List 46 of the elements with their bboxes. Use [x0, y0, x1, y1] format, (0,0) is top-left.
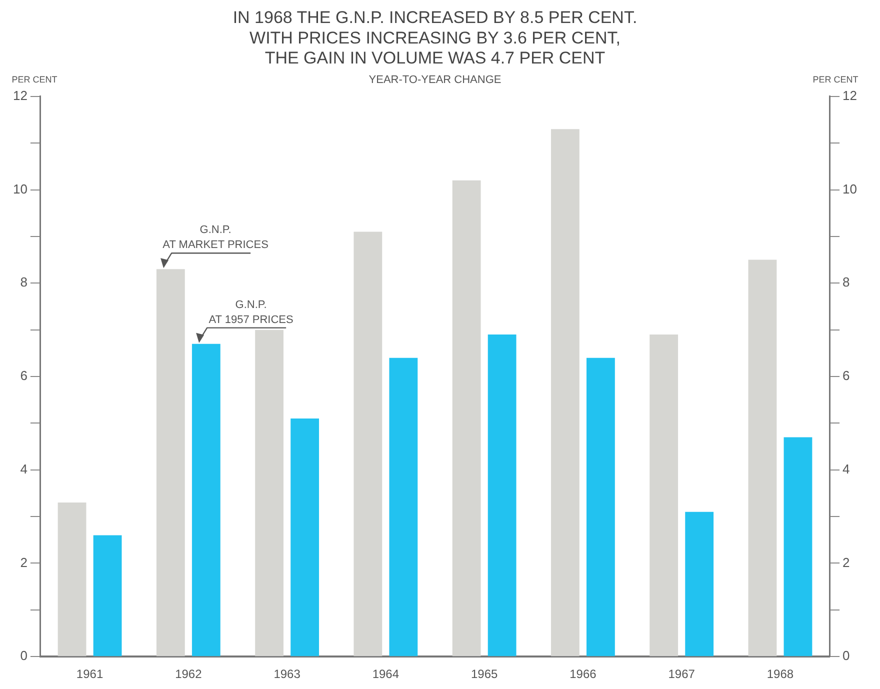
bar	[354, 232, 382, 656]
y2-tick-label: 8	[842, 274, 850, 290]
x-tick-label: 1966	[570, 667, 597, 682]
text: THE GAIN IN VOLUME WAS 4.7 PER CENT	[264, 48, 606, 68]
y-tick-label: 2	[20, 554, 28, 570]
x-tick-label: 1965	[470, 667, 498, 682]
x-tick-label: 1967	[668, 667, 696, 682]
y-tick-label: 6	[20, 368, 28, 384]
bar	[255, 330, 284, 656]
y-axis-title: PER CENT	[12, 74, 58, 84]
y-tick-label: 4	[20, 461, 28, 476]
x-tick-label: 1961	[76, 667, 104, 682]
bar	[586, 358, 615, 656]
bar	[550, 129, 580, 656]
bar	[488, 334, 516, 656]
y2-tick-label: 12	[842, 88, 858, 103]
x-tick-label: 1964	[372, 667, 400, 682]
bar	[650, 334, 678, 656]
bar	[685, 512, 714, 656]
text: WITH PRICES INCREASING BY 3.6 PER CENT,	[250, 28, 620, 48]
annotation: G.N.P. AT MARKET PRICES	[162, 224, 268, 252]
bar	[452, 180, 481, 656]
bar	[784, 437, 812, 656]
y-tick-label: 12	[12, 88, 28, 103]
y2-axis-title: PER CENT	[812, 74, 859, 84]
bar	[290, 418, 320, 656]
y-tick-label: 10	[12, 181, 28, 196]
annotation: G.N.P. AT 1957 PRICES	[208, 298, 294, 326]
bar	[58, 502, 86, 656]
x-tick-label: 1968	[766, 667, 794, 682]
y2-tick-label: 4	[842, 461, 850, 476]
y-tick-label: 8	[20, 274, 28, 290]
bar	[389, 358, 418, 656]
y2-tick-label: 6	[842, 368, 850, 384]
chart-subtitle: YEAR-TO-YEAR CHANGE	[368, 74, 502, 86]
bar	[192, 344, 220, 656]
y-tick-label: 0	[20, 648, 28, 664]
bar	[156, 269, 185, 656]
y2-tick-label: 2	[842, 554, 850, 570]
x-tick-label: 1963	[274, 667, 301, 682]
y2-tick-label: 0	[842, 648, 850, 664]
y2-tick-label: 10	[842, 181, 858, 196]
bar	[93, 535, 122, 656]
x-tick-label: 1962	[175, 667, 202, 682]
text: IN 1968 THE G.N.P. INCREASED BY 8.5 PER CENT.	[232, 8, 638, 27]
bar	[748, 260, 777, 656]
